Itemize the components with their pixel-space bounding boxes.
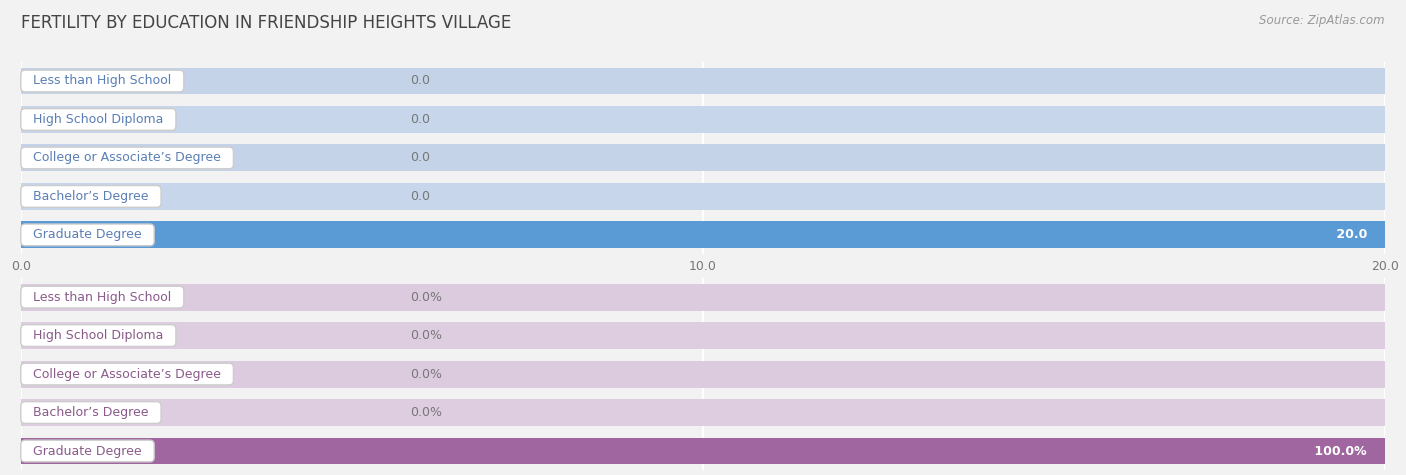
Bar <box>21 221 1385 248</box>
Text: FERTILITY BY EDUCATION IN FRIENDSHIP HEIGHTS VILLAGE: FERTILITY BY EDUCATION IN FRIENDSHIP HEI… <box>21 14 512 32</box>
Text: 0.0: 0.0 <box>409 75 430 87</box>
Bar <box>21 437 1385 465</box>
Bar <box>21 284 1385 311</box>
Bar <box>21 144 1385 171</box>
Bar <box>21 437 1385 465</box>
Bar <box>21 221 1385 248</box>
Text: High School Diploma: High School Diploma <box>25 329 172 342</box>
Text: Less than High School: Less than High School <box>25 75 180 87</box>
Text: College or Associate’s Degree: College or Associate’s Degree <box>25 368 229 380</box>
Text: 100.0%: 100.0% <box>1310 445 1371 457</box>
Bar <box>21 183 1385 210</box>
Bar <box>21 67 1385 95</box>
Text: Less than High School: Less than High School <box>25 291 180 304</box>
Bar <box>21 361 1385 388</box>
Text: Graduate Degree: Graduate Degree <box>25 445 150 457</box>
Bar <box>21 322 1385 349</box>
Text: 0.0: 0.0 <box>409 113 430 126</box>
Text: 0.0%: 0.0% <box>409 368 441 380</box>
Bar <box>21 437 1385 465</box>
Text: Graduate Degree: Graduate Degree <box>25 228 150 241</box>
Text: Bachelor’s Degree: Bachelor’s Degree <box>25 406 156 419</box>
Text: Source: ZipAtlas.com: Source: ZipAtlas.com <box>1260 14 1385 27</box>
Text: College or Associate’s Degree: College or Associate’s Degree <box>25 152 229 164</box>
Bar <box>21 67 1385 95</box>
Text: 0.0: 0.0 <box>409 190 430 203</box>
Bar <box>21 144 1385 171</box>
Text: 0.0%: 0.0% <box>409 291 441 304</box>
Bar <box>21 399 1385 426</box>
Text: High School Diploma: High School Diploma <box>25 113 172 126</box>
Bar <box>21 322 1385 349</box>
Bar <box>21 106 1385 133</box>
Text: Bachelor’s Degree: Bachelor’s Degree <box>25 190 156 203</box>
Bar <box>21 221 1385 248</box>
Bar <box>21 399 1385 426</box>
Text: 0.0%: 0.0% <box>409 329 441 342</box>
Bar <box>21 183 1385 210</box>
Bar <box>21 361 1385 388</box>
Text: 0.0: 0.0 <box>409 152 430 164</box>
Bar <box>21 106 1385 133</box>
Bar <box>21 284 1385 311</box>
Text: 0.0%: 0.0% <box>409 406 441 419</box>
Text: 20.0: 20.0 <box>1331 228 1371 241</box>
